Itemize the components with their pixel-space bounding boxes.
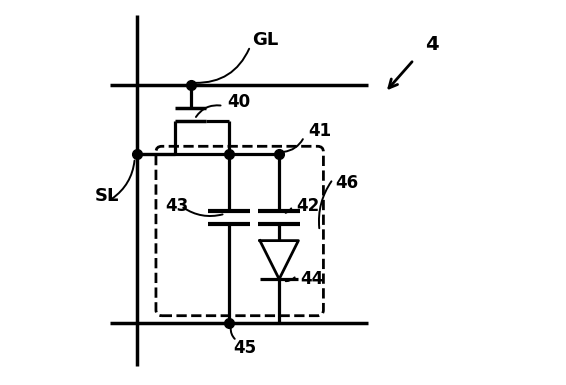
Text: SL: SL — [95, 187, 119, 205]
Polygon shape — [260, 241, 298, 279]
Text: 44: 44 — [301, 270, 324, 288]
Text: 42: 42 — [297, 197, 320, 215]
Text: 46: 46 — [335, 174, 358, 192]
Text: 40: 40 — [227, 93, 250, 111]
Text: 43: 43 — [166, 197, 189, 215]
Text: GL: GL — [252, 32, 278, 49]
Text: 41: 41 — [308, 122, 331, 140]
Text: 4: 4 — [426, 35, 439, 54]
Text: 45: 45 — [233, 340, 256, 357]
